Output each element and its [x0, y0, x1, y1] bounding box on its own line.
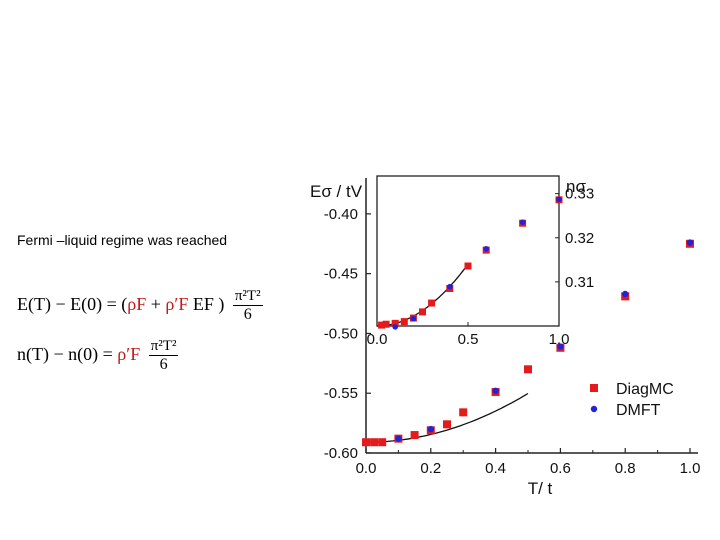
legend-diagmc-marker — [590, 384, 598, 392]
inset-y-tick-label: 0.31 — [565, 274, 594, 291]
inset-dmft-point — [410, 315, 417, 322]
main-y-tick-label: -0.50 — [324, 325, 358, 342]
main-y-axis-title: Eσ / tV — [310, 182, 363, 201]
inset-diagmc-point — [464, 262, 472, 270]
legend-dmft-label: DMFT — [616, 402, 661, 419]
main-diagmc-point — [524, 365, 532, 374]
inset-dmft-point — [447, 283, 453, 290]
energy-formula-lhs: E(T) − E(0) = ( — [17, 294, 128, 315]
energy-formula-plus: + — [146, 294, 166, 315]
inset-diagmc-point — [378, 321, 386, 329]
energy-formula-fraction: π²T² 6 — [232, 288, 263, 324]
inset-x-tick-label: 1.0 — [549, 331, 570, 348]
inset-diagmc-point — [419, 308, 426, 316]
density-formula: n(T) − n(0) = ρ′F π²T² 6 — [17, 338, 179, 374]
main-x-axis-title: T/ t — [528, 479, 553, 498]
legend-diagmc-label: DiagMC — [616, 381, 674, 398]
main-x-tick-label: 0.6 — [550, 460, 571, 477]
inset-dmft-point — [483, 245, 490, 252]
inset-y-tick-label: 0.32 — [565, 230, 594, 247]
density-formula-fraction: π²T² 6 — [148, 338, 179, 374]
main-diagmc-point — [459, 408, 468, 417]
inset-dmft-point — [556, 196, 562, 203]
inset-diagmc-point — [382, 320, 390, 328]
inset-frame — [376, 175, 560, 327]
energy-formula-denominator: 6 — [243, 306, 252, 323]
main-dmft-point — [492, 387, 499, 395]
density-formula-denominator: 6 — [159, 356, 168, 373]
main-dmft-point — [427, 425, 434, 433]
inset-diagmc-point — [428, 299, 436, 307]
inset-diagmc-point — [391, 319, 399, 327]
main-x-tick-label: 1.0 — [680, 460, 701, 477]
inset-dmft-point — [392, 324, 399, 330]
inset-y-axis-title: nσ — [566, 177, 586, 196]
slide-caption: Fermi –liquid regime was reached — [17, 232, 228, 248]
main-diagmc-point — [362, 438, 370, 447]
main-dmft-point — [557, 343, 564, 350]
energy-formula-ef: EF ) — [188, 294, 225, 315]
inset-diagmc-point — [400, 318, 408, 326]
main-y-tick-label: -0.45 — [324, 266, 358, 283]
legend-dmft-marker — [590, 405, 598, 413]
inset-x-tick-label: 0.5 — [458, 331, 479, 348]
main-x-tick-label: 0.8 — [615, 460, 636, 477]
main-x-tick-label: 0.2 — [420, 460, 441, 477]
main-diagmc-point — [370, 438, 379, 447]
main-dmft-point — [395, 435, 402, 442]
main-x-tick-label: 0.4 — [485, 460, 506, 477]
main-diagmc-point — [378, 438, 387, 447]
main-diagmc-point — [443, 420, 451, 429]
inset-y-tick-label: 0.33 — [565, 186, 594, 203]
main-diagmc-point — [410, 431, 419, 440]
main-x-tick-label: 0.0 — [356, 460, 377, 477]
main-dmft-point — [622, 290, 629, 298]
inset-dmft-point — [519, 219, 526, 226]
main-y-tick-label: -0.60 — [324, 445, 358, 462]
main-dmft-point — [686, 239, 694, 246]
energy-formula-rho: ρF — [127, 294, 147, 315]
density-formula-rho-prime: ρ′F — [117, 344, 141, 365]
density-formula-lhs: n(T) − n(0) = — [17, 344, 113, 365]
main-fit-curve — [366, 392, 529, 443]
energy-formula-numerator: π²T² — [232, 288, 263, 306]
energy-formula: E(T) − E(0) = (ρF + ρ′F EF ) π²T² 6 — [17, 288, 263, 324]
main-y-tick-label: -0.40 — [324, 206, 358, 223]
density-formula-numerator: π²T² — [148, 338, 179, 356]
main-y-tick-label: -0.55 — [324, 385, 358, 402]
inset-x-tick-label: 0.0 — [367, 331, 388, 348]
energy-formula-rho-prime: ρ′F — [165, 294, 189, 315]
